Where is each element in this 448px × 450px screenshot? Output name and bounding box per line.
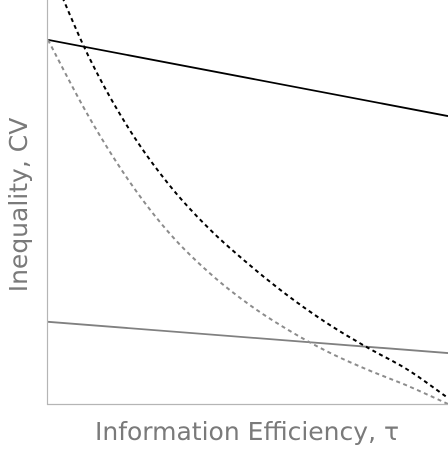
series-line-1 xyxy=(48,39,448,117)
series-layer xyxy=(48,0,448,404)
series-line-3 xyxy=(62,0,448,399)
series-line-4 xyxy=(48,39,448,404)
y-axis-title: Inequality, CV xyxy=(4,118,33,293)
series-line-2 xyxy=(48,320,448,354)
x-axis-title: Information Efficiency, τ xyxy=(95,417,399,446)
